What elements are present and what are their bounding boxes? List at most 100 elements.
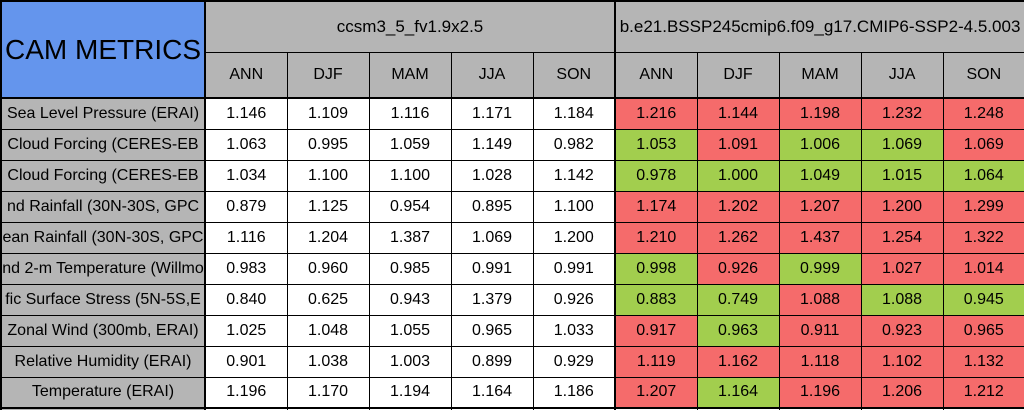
metric-value-model2: 1.162 [696,345,780,378]
metric-value-model1: 1.194 [368,376,452,409]
metric-value-model1: 1.200 [532,221,616,254]
metric-value-model1: 1.387 [368,221,452,254]
metric-value-model1: 1.116 [368,97,452,130]
metric-value-model2: 1.069 [860,128,944,161]
metric-value-model1: 0.840 [204,283,288,316]
metric-value-model2: 0.911 [778,314,862,347]
metric-value-model1: 0.983 [204,252,288,285]
metric-label: nd 2-m Temperature (Willmo [0,252,206,285]
metric-value-model1: 1.379 [450,283,534,316]
group-header-model1: ccsm3_5_fv1.9x2.5 [204,0,616,53]
metric-value-model1: 1.059 [368,128,452,161]
metric-value-model1: 0.895 [450,190,534,223]
metric-value-model1: 1.003 [368,345,452,378]
metric-value-model1: 0.899 [450,345,534,378]
table-row: nd Rainfall (30N-30S, GPC 0.879 1.125 0.954… [0,190,1024,223]
metric-value-model2: 1.088 [860,283,944,316]
metric-value-model2: 0.749 [696,283,780,316]
table-row: Sea Level Pressure (ERAI) 1.146 1.109 1.116… [0,97,1024,130]
col-header-model2-jja: JJA [860,52,944,99]
col-header-model1-son: SON [532,52,616,99]
metric-value-model2: 0.998 [614,252,698,285]
metric-value-model2: 0.926 [696,252,780,285]
metric-value-model2: 1.196 [778,376,862,409]
metric-value-model2: 1.299 [942,190,1024,223]
metric-label: fic Surface Stress (5N-5S,E [0,283,206,316]
metric-value-model1: 0.901 [204,345,288,378]
metric-value-model1: 1.048 [286,314,370,347]
metric-value-model2: 0.945 [942,283,1024,316]
metric-value-model2: 1.144 [696,97,780,130]
metric-value-model2: 1.262 [696,221,780,254]
metric-value-model2: 1.207 [614,376,698,409]
metric-value-model2: 0.999 [778,252,862,285]
metric-value-model2: 0.917 [614,314,698,347]
metric-label: ean Rainfall (30N-30S, GPC [0,221,206,254]
metric-value-model2: 1.091 [696,128,780,161]
metric-value-model1: 1.171 [450,97,534,130]
metric-value-model1: 1.100 [286,159,370,192]
table-row: Cloud Forcing (CERES-EB 1.034 1.100 1.100 1.… [0,159,1024,192]
metric-value-model1: 1.186 [532,376,616,409]
metric-label: Zonal Wind (300mb, ERAI) [0,314,206,347]
metric-value-model1: 0.943 [368,283,452,316]
metric-value-model2: 1.254 [860,221,944,254]
metric-value-model1: 1.204 [286,221,370,254]
metric-value-model1: 1.033 [532,314,616,347]
table-row: Relative Humidity (ERAI) 0.901 1.038 1.003 0… [0,345,1024,378]
metric-value-model2: 1.202 [696,190,780,223]
metric-value-model1: 0.879 [204,190,288,223]
metric-value-model2: 1.000 [696,159,780,192]
metric-label: nd Rainfall (30N-30S, GPC [0,190,206,223]
metric-value-model1: 0.954 [368,190,452,223]
season-header-row: ANN DJF MAM JJA SON ANN DJF MAM JJA SON [1,52,1024,99]
metric-value-model2: 1.206 [860,376,944,409]
metric-value-model2: 1.102 [860,345,944,378]
metric-value-model1: 0.929 [532,345,616,378]
metric-value-model2: 1.198 [778,97,862,130]
metric-value-model2: 1.232 [860,97,944,130]
table-title: CAM METRICS [0,0,206,99]
metric-value-model1: 1.100 [532,190,616,223]
metric-value-model2: 1.015 [860,159,944,192]
table-row: ean Rainfall (30N-30S, GPC 1.116 1.204 1.38… [0,221,1024,254]
metric-value-model1: 0.625 [286,283,370,316]
metric-value-model1: 1.025 [204,314,288,347]
metrics-body: Sea Level Pressure (ERAI) 1.146 1.109 1.116… [0,97,1024,410]
metric-value-model2: 1.322 [942,221,1024,254]
table-row: Temperature (ERAI) 1.196 1.170 1.194 1.164 1.… [0,376,1024,409]
metric-label: Sea Level Pressure (ERAI) [0,97,206,130]
metric-value-model1: 0.960 [286,252,370,285]
metric-value-model1: 1.034 [204,159,288,192]
metric-value-model1: 1.028 [450,159,534,192]
metric-value-model1: 1.038 [286,345,370,378]
metric-value-model2: 1.164 [696,376,780,409]
metric-value-model2: 1.207 [778,190,862,223]
metric-value-model1: 1.100 [368,159,452,192]
metric-value-model1: 1.196 [204,376,288,409]
metric-value-model2: 1.437 [778,221,862,254]
metric-value-model2: 1.210 [614,221,698,254]
metric-value-model2: 1.200 [860,190,944,223]
metric-value-model2: 0.923 [860,314,944,347]
col-header-model2-djf: DJF [696,52,780,99]
metric-value-model1: 1.069 [450,221,534,254]
metric-value-model2: 1.027 [860,252,944,285]
metric-value-model1: 1.146 [204,97,288,130]
metric-value-model1: 1.116 [204,221,288,254]
metric-value-model1: 0.995 [286,128,370,161]
metric-value-model2: 0.963 [696,314,780,347]
metric-value-model2: 1.119 [614,345,698,378]
table-row: Zonal Wind (300mb, ERAI) 1.025 1.048 1.055 0… [0,314,1024,347]
metric-value-model2: 1.006 [778,128,862,161]
metric-value-model1: 1.184 [532,97,616,130]
metric-value-model2: 1.088 [778,283,862,316]
col-header-model1-mam: MAM [368,52,452,99]
group-header-model2: b.e21.BSSP245cmip6.f09_g17.CMIP6-SSP2-4.… [614,0,1024,53]
table-row: nd 2-m Temperature (Willmo 0.983 0.960 0.98… [0,252,1024,285]
metric-value-model2: 1.174 [614,190,698,223]
metric-value-model1: 1.055 [368,314,452,347]
metric-value-model1: 1.109 [286,97,370,130]
metric-label: Cloud Forcing (CERES-EB [0,159,206,192]
metric-value-model1: 0.991 [450,252,534,285]
